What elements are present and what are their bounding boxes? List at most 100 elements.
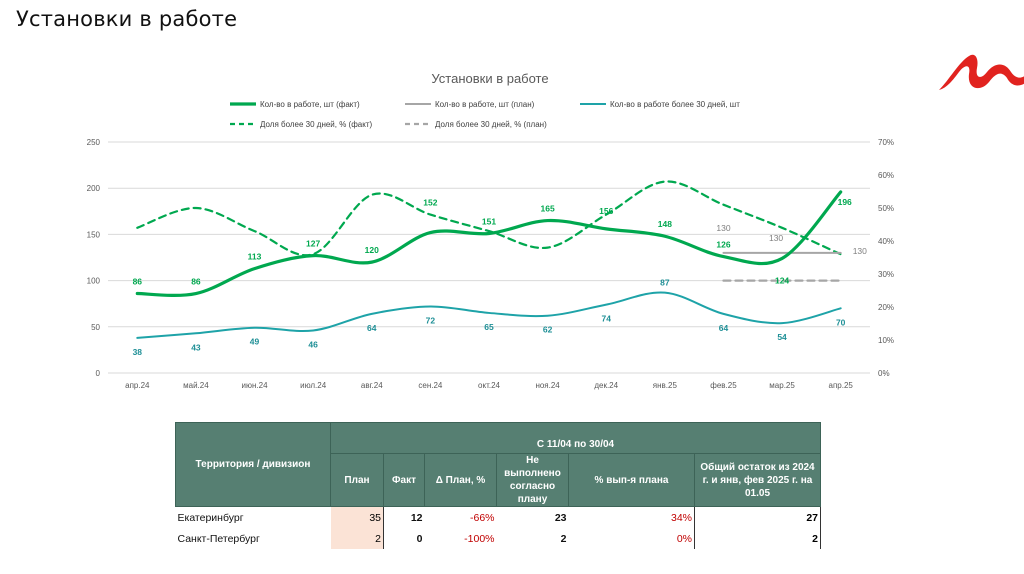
data-label-fact: 126 [716,240,730,250]
cell-territory: Екатеринбург [177,511,244,524]
data-label-over30: 87 [660,278,670,288]
header-plan: План [330,453,384,507]
data-label-fact: 86 [191,277,201,287]
data-label-fact: 196 [838,197,852,207]
y-left-tick-label: 50 [91,323,100,332]
header-delta: Δ План, % [424,453,497,507]
y-right-tick-label: 50% [878,204,894,213]
legend: Кол-во в работе, шт (факт) Кол-во в работ… [230,100,740,129]
header-pct-done: % вып-я плана [568,453,695,507]
x-tick-label: ноя.24 [535,381,560,390]
legend-label: Кол-во в работе более 30 дней, шт [610,100,740,109]
series-line-2 [136,291,842,339]
page-title: Установки в работе [16,7,238,31]
data-label-over30: 62 [543,325,553,335]
y-left-tick-label: 0 [96,369,101,378]
data-label-fact: 156 [599,206,613,216]
data-label-fact: 127 [306,239,320,249]
cell-not-done: 2 [560,532,567,545]
data-label-over30: 54 [777,332,787,342]
y-left-tick-label: 150 [87,230,101,239]
cell-fact: 0 [416,532,423,545]
series-line-0 [135,190,843,297]
y-left-tick-label: 250 [87,138,101,147]
data-label-fact: 151 [482,216,496,226]
data-label-over30: 70 [836,317,846,327]
header-not-done: Не выполнено согласно плану [496,453,569,507]
table-row: Екатеринбург 35 12 -66% 23 34% 27 [176,506,821,528]
cell-pct-done: 34% [670,511,692,524]
header-period: С 11/04 по 30/04 [330,422,821,454]
data-label-fact: 86 [133,277,143,287]
data-label-fact: 113 [248,252,262,262]
data-label-over30: 72 [426,315,436,325]
data-label-over30: 64 [367,323,377,333]
data-label-plan: 130 [769,233,783,243]
data-label-fact: 152 [423,198,437,208]
legend-label: Кол-во в работе, шт (план) [435,100,535,109]
x-tick-label: апр.25 [829,381,854,390]
legend-label: Доля более 30 дней, % (план) [435,120,547,129]
y-right-tick-label: 20% [878,303,894,312]
data-label-over30: 46 [308,339,318,349]
y-right-tick-label: 60% [878,171,894,180]
cell-not-done: 23 [554,511,567,524]
chart: Установки в работе Кол-во в работе, шт (… [87,71,894,390]
data-label-over30: 64 [719,323,729,333]
x-axis: апр.24 май.24 июн.24 июл.24 авг.24 сен.24 окт.… [125,381,853,390]
x-tick-label: мар.25 [769,381,795,390]
cell-delta: -100% [464,532,495,545]
brand-logo-icon [939,54,1024,90]
data-label-plan: 130 [853,246,867,256]
x-tick-label: сен.24 [418,381,443,390]
header-territory: Территория / дивизион [175,422,331,507]
cell-remainder: 27 [694,506,821,528]
cell-plan: 2 [330,528,384,549]
gridlines [108,141,870,374]
legend-label: Кол-во в работе, шт (факт) [260,100,360,109]
x-tick-label: июл.24 [300,381,327,390]
x-tick-label: фев.25 [710,381,737,390]
data-label-fact: 165 [541,204,555,214]
data-labels: 86 86 113 127 120 152 151 165 156 148 126 124 196 130… [133,197,868,357]
y-axis-left: 0 50 100 150 200 250 [87,138,101,378]
header-remainder: Общий остаток из 2024 г. и янв, фев 2025… [694,453,821,507]
chart-title: Установки в работе [431,71,548,86]
y-right-tick-label: 70% [878,138,894,147]
table-row: Санкт-Петербург 2 0 -100% 2 0% 2 [176,528,821,549]
data-label-fact: 124 [775,275,789,285]
y-right-tick-label: 40% [878,237,894,246]
data-label-plan: 130 [716,223,730,233]
data-label-over30: 43 [191,342,201,352]
header-fact: Факт [383,453,425,507]
x-tick-label: май.24 [183,381,209,390]
y-axis-right: 0% 10% 20% 30% 40% 50% 60% 70% [878,138,894,378]
series-group [135,180,843,339]
data-label-fact: 148 [658,219,672,229]
x-tick-label: окт.24 [478,381,500,390]
y-right-tick-label: 30% [878,270,894,279]
x-tick-label: июн.24 [242,381,269,390]
data-label-fact: 120 [365,245,379,255]
y-left-tick-label: 200 [87,184,101,193]
data-label-over30: 74 [601,314,611,324]
legend-label: Доля более 30 дней, % (факт) [260,120,373,129]
x-tick-label: дек.24 [594,381,618,390]
series-line-3 [136,180,842,257]
x-tick-label: авг.24 [361,381,383,390]
x-tick-label: апр.24 [125,381,150,390]
data-label-over30: 65 [484,322,494,332]
y-right-tick-label: 10% [878,336,894,345]
x-tick-label: янв.25 [653,381,678,390]
cell-territory: Санкт-Петербург [177,532,260,545]
data-label-over30: 38 [133,347,143,357]
cell-plan: 35 [330,506,384,528]
data-label-over30: 49 [250,337,260,347]
y-left-tick-label: 100 [87,277,101,286]
y-right-tick-label: 0% [878,369,890,378]
cell-delta: -66% [469,511,495,524]
summary-table: Территория / дивизион С 11/04 по 30/04 П… [175,422,821,549]
cell-pct-done: 0% [676,532,692,545]
cell-fact: 12 [410,511,423,524]
cell-remainder: 2 [694,528,821,549]
